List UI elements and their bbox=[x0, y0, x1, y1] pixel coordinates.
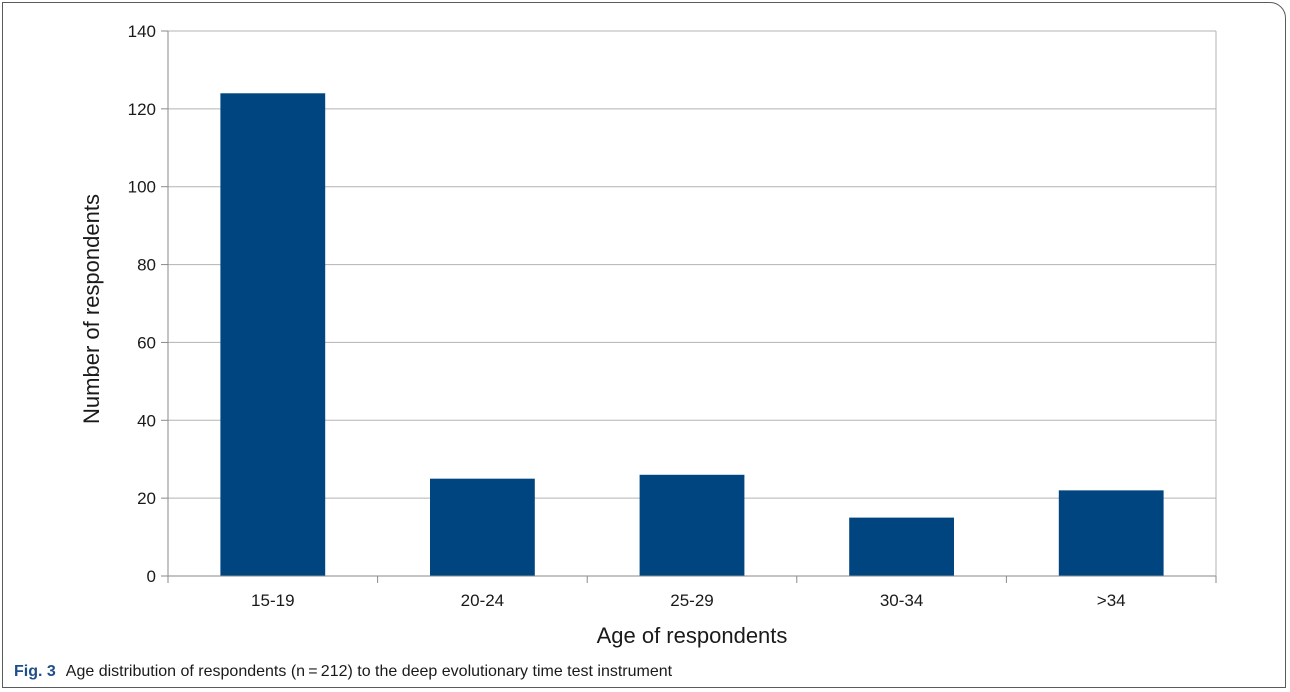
bar-25-29 bbox=[639, 474, 745, 576]
x-tick-label: 20-24 bbox=[461, 591, 504, 610]
y-tick-label: 20 bbox=[137, 489, 156, 508]
bar-30-34 bbox=[849, 517, 954, 576]
y-tick-label: 120 bbox=[128, 100, 156, 119]
y-tick-label: 0 bbox=[147, 567, 156, 586]
y-tick-label: 100 bbox=[128, 178, 156, 197]
x-tick-label: >34 bbox=[1097, 591, 1126, 610]
caption-text: Age distribution of respondents (n = 212… bbox=[65, 663, 673, 680]
y-tick-label: 40 bbox=[137, 411, 156, 430]
bars bbox=[220, 93, 1164, 577]
bar->34 bbox=[1058, 490, 1164, 576]
y-tick-label: 60 bbox=[137, 333, 156, 352]
x-axis-title: Age of respondents bbox=[597, 623, 788, 648]
y-axis-title: Number of respondents bbox=[79, 194, 104, 424]
axes bbox=[161, 30, 1217, 583]
y-tick-label: 140 bbox=[128, 22, 156, 41]
y-tick-label: 80 bbox=[137, 256, 156, 275]
bar-20-24 bbox=[430, 478, 535, 576]
x-tick-label: 15-19 bbox=[251, 591, 294, 610]
x-tick-label: 30-34 bbox=[880, 591, 923, 610]
x-tick-label: 25-29 bbox=[670, 591, 713, 610]
gridlines bbox=[168, 30, 1217, 576]
figure-caption: Fig. 3 Age distribution of respondents (n… bbox=[14, 663, 672, 681]
bar-15-19 bbox=[220, 93, 326, 577]
y-tick-labels: 0 20 40 60 80 100 120 140 bbox=[128, 22, 156, 586]
figure-label: Fig. 3 bbox=[14, 663, 56, 680]
x-tick-labels: 15-19 20-24 25-29 30-34 >34 bbox=[251, 591, 1126, 610]
